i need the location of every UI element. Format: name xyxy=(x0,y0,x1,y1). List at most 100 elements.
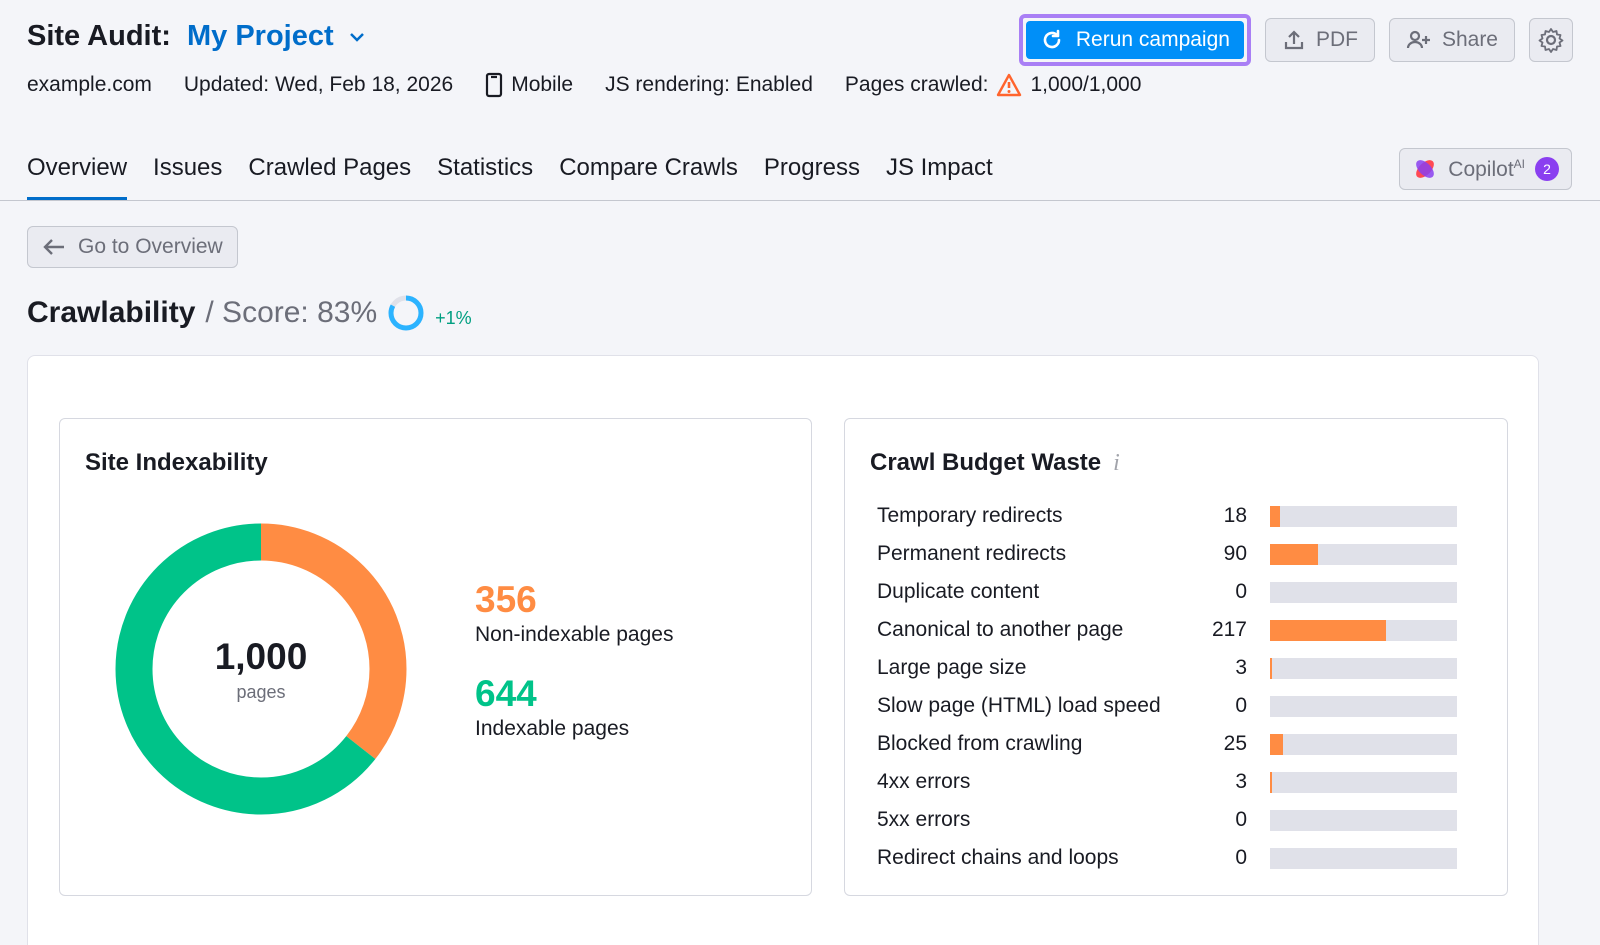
info-icon[interactable]: i xyxy=(1113,449,1120,476)
waste-bar-track xyxy=(1270,544,1457,565)
waste-item-name: Canonical to another page xyxy=(877,618,1124,641)
crawlability-heading: Crawlability / Score: 83% +1% xyxy=(27,294,472,332)
pdf-label: PDF xyxy=(1315,28,1358,51)
site-indexability-card: Site Indexability 1,000 pages 356 Non-in… xyxy=(59,418,812,896)
waste-item-name: 4xx errors xyxy=(877,770,971,793)
tab-progress[interactable]: Progress xyxy=(763,154,860,181)
indexable-stat[interactable]: 644 Indexable pages xyxy=(475,673,629,741)
back-label: Go to Overview xyxy=(78,235,223,258)
project-meta: example.com Updated: Wed, Feb 18, 2026 M… xyxy=(27,72,1141,98)
waste-list: Temporary redirects 18 Permanent redirects… xyxy=(877,497,1461,877)
tab-js-impact[interactable]: JS Impact xyxy=(885,154,993,181)
device-label: Mobile xyxy=(511,73,574,96)
waste-item-value: 0 xyxy=(1235,694,1247,717)
waste-row[interactable]: Temporary redirects 18 xyxy=(877,497,1461,535)
waste-item-value: 90 xyxy=(1223,542,1247,565)
waste-title-row: Crawl Budget Waste i xyxy=(870,449,1120,477)
waste-row[interactable]: Canonical to another page 217 xyxy=(877,611,1461,649)
waste-bar-track xyxy=(1270,810,1457,831)
crawl-budget-waste-card: Crawl Budget Waste i Temporary redirects… xyxy=(844,418,1508,896)
waste-row[interactable]: 5xx errors 0 xyxy=(877,801,1461,839)
waste-bar-track xyxy=(1270,848,1457,869)
waste-item-name: Temporary redirects xyxy=(877,504,1063,527)
pages-crawled-value: 1,000/1,000 xyxy=(1030,73,1142,96)
waste-row[interactable]: Duplicate content 0 xyxy=(877,573,1461,611)
tab-statistics[interactable]: Statistics xyxy=(437,154,534,181)
non-indexable-value: 356 xyxy=(475,579,537,620)
copilot-button[interactable]: CopilotAI 2 xyxy=(1399,148,1572,190)
copilot-logo-icon xyxy=(1416,160,1435,178)
waste-title: Crawl Budget Waste xyxy=(870,449,1102,476)
pages-crawled-label: Pages crawled: xyxy=(844,73,989,96)
settings-button[interactable] xyxy=(1529,18,1573,62)
indexable-label: Indexable pages xyxy=(475,717,630,740)
waste-row[interactable]: Large page size 3 xyxy=(877,649,1461,687)
indexability-title: Site Indexability xyxy=(85,449,268,476)
waste-item-name: Large page size xyxy=(877,656,1027,679)
pages-crawled-info: Pages crawled: 1,000/1,000 xyxy=(844,73,1142,97)
donut-unit: pages xyxy=(236,681,286,702)
waste-row[interactable]: Redirect chains and loops 0 xyxy=(877,839,1461,877)
project-name: My Project xyxy=(186,20,334,52)
share-label: Share xyxy=(1441,28,1498,51)
add-user-icon xyxy=(1406,30,1430,49)
waste-bar-fill xyxy=(1270,506,1280,527)
indexable-value: 644 xyxy=(475,673,537,714)
waste-row[interactable]: Slow page (HTML) load speed 0 xyxy=(877,687,1461,725)
waste-bar-track xyxy=(1270,506,1457,527)
pdf-button[interactable]: PDF xyxy=(1264,18,1375,62)
waste-item-value: 0 xyxy=(1235,846,1247,869)
rerun-campaign-button[interactable]: Rerun campaign xyxy=(1025,21,1244,59)
waste-item-name: Blocked from crawling xyxy=(877,732,1083,755)
waste-row[interactable]: Permanent redirects 90 xyxy=(877,535,1461,573)
copilot-label: CopilotAI xyxy=(1448,156,1525,181)
page-title: Site Audit: My Project xyxy=(27,20,366,53)
waste-item-value: 18 xyxy=(1223,504,1247,527)
waste-bar-fill xyxy=(1270,620,1386,641)
tab-overview[interactable]: Overview xyxy=(27,150,128,201)
waste-item-name: Redirect chains and loops xyxy=(877,846,1119,869)
tab-compare-crawls[interactable]: Compare Crawls xyxy=(559,154,738,181)
waste-bar-fill xyxy=(1270,658,1273,679)
waste-item-name: 5xx errors xyxy=(877,808,971,831)
js-rendering-text: JS rendering: Enabled xyxy=(605,73,813,96)
share-button[interactable]: Share xyxy=(1388,18,1515,62)
title-prefix: Site Audit: xyxy=(27,20,171,52)
mobile-icon xyxy=(486,72,503,98)
waste-item-value: 0 xyxy=(1235,808,1247,831)
score-ring xyxy=(388,295,424,331)
tab-issues[interactable]: Issues xyxy=(153,154,223,181)
donut-segment-indexable[interactable] xyxy=(115,523,407,815)
waste-item-value: 3 xyxy=(1235,656,1247,679)
chevron-down-icon xyxy=(349,33,364,43)
waste-bar-track xyxy=(1270,772,1457,793)
waste-bar-track xyxy=(1270,620,1457,641)
rerun-label: Rerun campaign xyxy=(1075,28,1230,51)
gear-icon xyxy=(1538,28,1564,53)
waste-row[interactable]: 4xx errors 3 xyxy=(877,763,1461,801)
waste-bar-track xyxy=(1270,658,1457,679)
refresh-icon xyxy=(1043,29,1061,49)
waste-bar-fill xyxy=(1270,734,1284,755)
waste-bar-track xyxy=(1270,582,1457,603)
upload-icon xyxy=(1284,30,1304,50)
donut-total: 1,000 xyxy=(214,635,308,677)
waste-item-name: Slow page (HTML) load speed xyxy=(877,694,1161,717)
nav-tabs: Overview Issues Crawled Pages Statistics… xyxy=(27,150,993,201)
waste-bar-track xyxy=(1270,696,1457,717)
waste-bar-track xyxy=(1270,734,1457,755)
waste-item-name: Permanent redirects xyxy=(877,542,1067,565)
go-to-overview-button[interactable]: Go to Overview xyxy=(27,226,238,268)
domain-text: example.com xyxy=(27,73,152,96)
waste-row[interactable]: Blocked from crawling 25 xyxy=(877,725,1461,763)
updated-text: Updated: Wed, Feb 18, 2026 xyxy=(183,73,454,96)
project-selector[interactable]: My Project xyxy=(187,20,366,52)
page-header: Site Audit: My Project Rerun campaign PD… xyxy=(27,14,1573,66)
waste-item-value: 217 xyxy=(1211,618,1247,641)
arrow-left-icon xyxy=(43,239,64,255)
tabs-divider xyxy=(0,200,1600,201)
tab-crawled-pages[interactable]: Crawled Pages xyxy=(248,154,412,181)
section-title: Crawlability xyxy=(27,296,196,329)
waste-item-name: Duplicate content xyxy=(877,580,1040,603)
non-indexable-stat[interactable]: 356 Non-indexable pages xyxy=(475,579,673,647)
